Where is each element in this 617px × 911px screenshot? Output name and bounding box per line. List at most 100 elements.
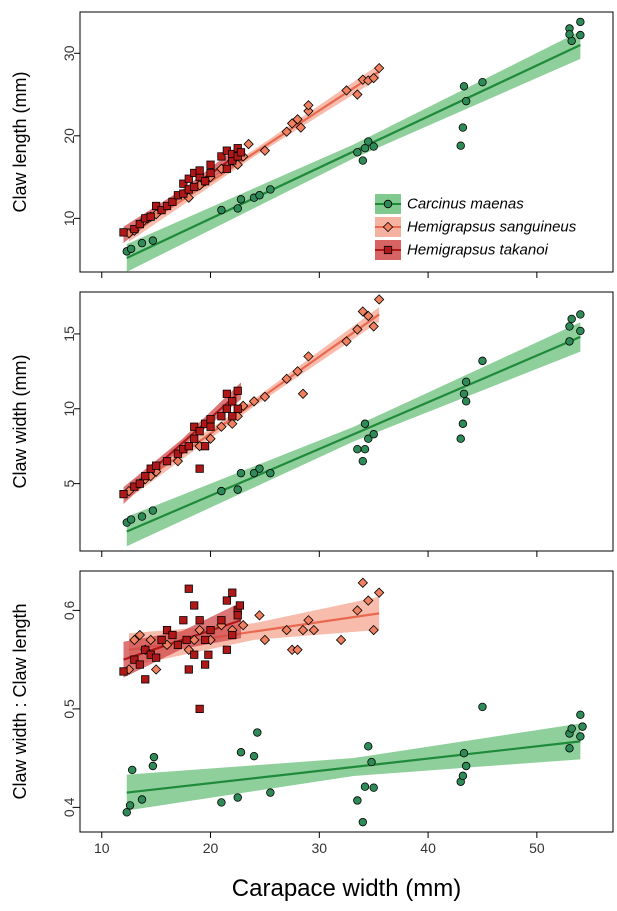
sanguineus-point [145,634,156,646]
takanoi-point [130,655,139,664]
takanoi-point [190,601,199,610]
takanoi-point [179,179,188,188]
carcinus-point [148,236,158,245]
carcinus-point [125,801,135,810]
takanoi-point [130,224,139,234]
sanguineus-point [189,634,200,646]
takanoi-point [200,177,210,186]
legend-marker-takanoi [383,245,393,255]
sanguineus-point [357,577,368,588]
carcinus-point [266,468,275,478]
carcinus-point [367,757,376,767]
x-tick-label: 10 [94,840,110,856]
takanoi-point [204,650,213,659]
carcinus-point [249,468,259,478]
sanguineus-point [373,294,385,305]
carcinus-point [353,444,362,454]
takanoi-point [195,464,204,473]
sanguineus-point [227,418,238,429]
takanoi-point [222,596,231,605]
sanguineus-point [368,321,379,332]
carcinus-point [576,710,585,719]
sanguineus-point [303,100,314,111]
takanoi-point [184,442,193,451]
carcinus-point [137,795,147,804]
takanoi-point [157,635,166,645]
carcinus-point [459,82,469,91]
y-tick-label: 0.6 [61,600,77,620]
sanguineus-point [352,89,363,100]
takanoi-point [152,653,161,662]
takanoi-point [135,220,144,229]
sanguineus-point [194,624,205,636]
takanoi-point [146,212,155,221]
carcinus-point [137,512,147,521]
sanguineus-point [216,421,227,432]
takanoi-point [217,412,226,421]
sanguineus-point [341,85,352,96]
carcinus-point [461,397,471,406]
carcinus-point [459,749,469,758]
carcinus-point [576,17,585,27]
sanguineus-point [363,310,374,322]
sanguineus-point [281,126,292,137]
sanguineus-point [243,138,254,150]
carcinus-point [364,137,373,146]
takanoi-point [162,457,172,466]
takanoi-point [236,148,246,157]
legend-label-carcinus: Carcinus maenas [407,196,524,213]
takanoi-point [184,665,193,674]
carcinus-point [576,732,585,741]
carcinus-point [253,728,262,737]
takanoi-point [233,611,242,620]
carcinus-point [565,744,574,753]
x-axis-title: Carapace width (mm) [232,875,461,902]
sanguineus-point [129,634,140,646]
panel-2: 5 10 15 Claw width (mm) [10,291,614,557]
sanguineus-point [368,72,379,84]
sanguineus-point [134,629,145,641]
carcinus-fit-line [126,335,581,533]
sanguineus-point [363,595,374,606]
carcinus-point [233,204,242,213]
sanguineus-point [308,624,320,636]
plot-frame [79,11,614,273]
sanguineus-point [368,624,379,636]
panel-1: 10 20 30 Claw length (mm) Carcinus maenas Hem… [10,11,614,278]
sanguineus-point [237,400,249,411]
carcinus-point [236,468,246,478]
takanoi-point [184,174,193,183]
carcinus-point [369,142,378,151]
sanguineus-point [259,634,271,646]
carcinus-point [266,788,275,797]
carcinus-point [364,434,373,443]
takanoi-point [206,160,215,169]
takanoi-point [222,389,231,398]
takanoi-point [141,645,150,654]
takanoi-point [233,404,242,413]
carcinus-point [217,798,226,807]
carcinus-point [576,30,585,40]
sanguineus-point [292,644,303,655]
sanguineus-point [357,306,368,317]
carcinus-point [255,464,264,473]
y-tick-label: 0.4 [61,797,77,817]
carcinus-point [358,156,368,165]
carcinus-point [565,322,574,331]
carcinus-point [458,123,468,132]
carcinus-point [360,419,370,428]
y-axis-title: Claw width : Claw length [10,603,30,799]
sanguineus-point [205,433,216,444]
takanoi-point [200,442,210,451]
sanguineus-point [237,620,249,631]
carcinus-point [266,185,275,194]
sanguineus-point [303,105,314,117]
carcinus-point [461,96,471,106]
carcinus-point [126,244,136,254]
legend-marker-carcinus [383,199,393,209]
takanoi-point [119,490,128,499]
legend-label-takanoi: Hemigrapsus takanoi [407,242,549,259]
takanoi-point [141,472,150,481]
legend: Carcinus maenas Hemigrapsus sanguineus Hem… [375,194,577,260]
sanguineus-point [297,388,309,399]
